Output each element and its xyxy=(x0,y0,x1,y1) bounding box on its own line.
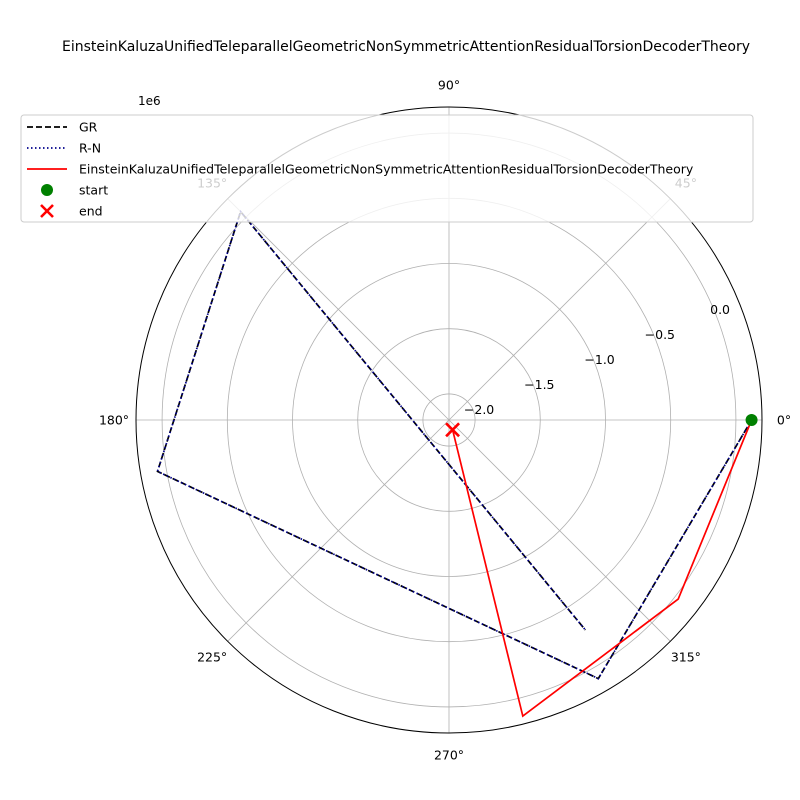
series-line xyxy=(451,419,753,718)
legend-label: EinsteinKaluzaUnifiedTeleparallelGeometr… xyxy=(79,162,694,177)
legend-swatch xyxy=(40,204,54,218)
radial-tick-label: 0.0 xyxy=(710,302,730,317)
radial-offset-label: 1e6 xyxy=(138,94,161,108)
legend-entry: end xyxy=(40,204,103,219)
legend-label: start xyxy=(79,183,108,198)
angular-gridline xyxy=(448,198,671,421)
radial-tick-label: −2.0 xyxy=(464,402,494,417)
angle-tick-label: 225° xyxy=(197,649,227,664)
radial-tick-label: −1.5 xyxy=(524,377,554,392)
legend-label: R-N xyxy=(79,141,101,156)
end-marker xyxy=(445,422,460,438)
start-marker xyxy=(745,414,758,426)
legend-entry: GR xyxy=(27,120,98,135)
legend-frame xyxy=(20,114,754,223)
chart-title: EinsteinKaluzaUnifiedTeleparallelGeometr… xyxy=(62,39,750,55)
radial-tick-label: −1.0 xyxy=(584,352,614,367)
legend-swatch xyxy=(41,184,53,196)
angular-gridline xyxy=(448,419,671,642)
legend-entry: start xyxy=(41,183,108,198)
angle-tick-label: 315° xyxy=(671,649,701,664)
angular-gridline xyxy=(227,198,450,421)
marker-layer xyxy=(445,414,758,438)
legend-label: end xyxy=(79,204,103,219)
polar-frame xyxy=(135,106,763,734)
legend-entry: EinsteinKaluzaUnifiedTeleparallelGeometr… xyxy=(27,162,694,177)
angle-tick-label: 90° xyxy=(438,78,460,93)
angle-tick-label: 0° xyxy=(777,413,791,428)
legend: GR R-N EinsteinKaluzaUnifiedTeleparallelGe… xyxy=(20,114,754,223)
angular-gridline xyxy=(227,419,450,642)
radial-tick-label: −0.5 xyxy=(645,327,675,342)
series-layer xyxy=(156,209,753,718)
end-marker-stroke xyxy=(445,422,460,438)
series-line xyxy=(156,209,753,680)
legend-entry: R-N xyxy=(27,141,101,156)
angle-tick-label: 180° xyxy=(99,413,129,428)
legend-label: GR xyxy=(79,120,98,135)
angle-tick-label: 270° xyxy=(434,748,464,763)
